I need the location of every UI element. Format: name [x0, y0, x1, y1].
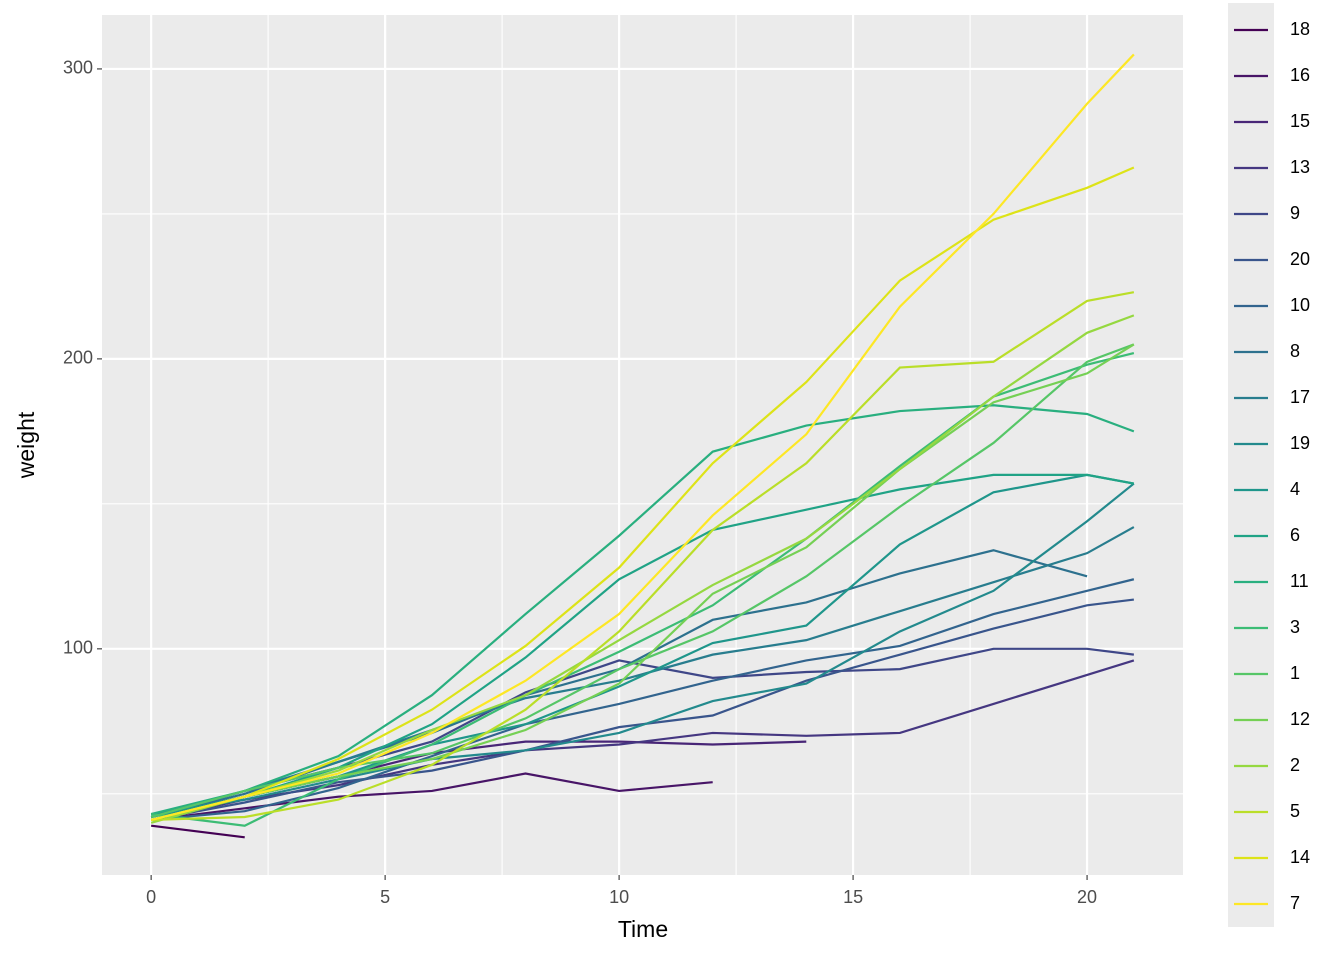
line — [150, 53, 1135, 821]
y-tick-label: 300 — [63, 58, 93, 78]
legend-label: 4 — [1290, 479, 1300, 499]
legend-box — [1228, 3, 1274, 927]
y-axis-title: weight — [13, 411, 39, 479]
legend-label: 1 — [1290, 663, 1300, 683]
legend-label: 19 — [1290, 433, 1310, 453]
legend-label: 10 — [1290, 295, 1310, 315]
panel — [102, 15, 1183, 875]
line — [150, 482, 1135, 816]
legend-label: 3 — [1290, 617, 1300, 637]
line — [150, 166, 1135, 821]
x-axis-title: Time — [618, 916, 668, 942]
legend-label: 12 — [1290, 709, 1310, 729]
line — [150, 314, 1135, 824]
line — [151, 352, 1135, 827]
legend-label: 2 — [1290, 755, 1300, 775]
y-tick-label: 200 — [63, 348, 93, 368]
legend-label: 17 — [1290, 387, 1310, 407]
line — [151, 772, 713, 822]
x-tick-label: 0 — [146, 887, 156, 907]
x-tick-label: 20 — [1077, 887, 1097, 907]
line — [150, 343, 1135, 819]
legend-label: 16 — [1290, 65, 1310, 85]
line — [150, 526, 1135, 819]
line — [150, 598, 1134, 821]
x-tick-label: 5 — [380, 887, 390, 907]
legend-label: 9 — [1290, 203, 1300, 223]
line — [151, 578, 1135, 822]
legend-label: 11 — [1290, 571, 1309, 591]
legend-label: 15 — [1290, 111, 1310, 131]
x-tick-label: 15 — [843, 887, 863, 907]
legend-label: 6 — [1290, 525, 1300, 545]
legend-label: 13 — [1290, 157, 1310, 177]
line — [151, 291, 1135, 822]
line — [151, 824, 245, 839]
x-tick-label: 10 — [609, 887, 629, 907]
y-tick-label: 100 — [63, 638, 93, 658]
legend-label: 20 — [1290, 249, 1310, 269]
line — [150, 404, 1135, 816]
legend-label: 18 — [1290, 19, 1310, 39]
legend-label: 14 — [1290, 847, 1310, 867]
legend-label: 7 — [1290, 893, 1300, 913]
legend-label: 8 — [1290, 341, 1300, 361]
legend-label: 5 — [1290, 801, 1300, 821]
line — [150, 343, 1135, 821]
